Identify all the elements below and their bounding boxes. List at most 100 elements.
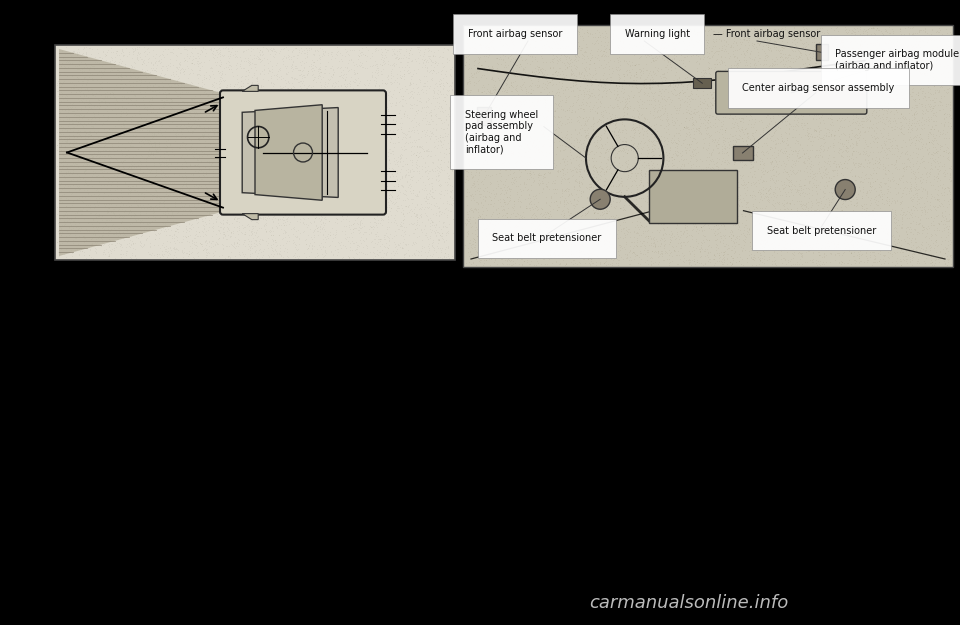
Point	[700, 197, 715, 207]
Point	[611, 58, 626, 68]
Point	[780, 116, 795, 126]
Point	[501, 52, 516, 62]
Point	[581, 206, 596, 216]
Point	[162, 48, 178, 58]
Point	[559, 129, 574, 139]
Point	[816, 28, 831, 38]
Point	[565, 249, 581, 259]
Point	[435, 52, 450, 62]
Point	[169, 191, 184, 201]
Point	[61, 169, 77, 179]
Point	[148, 147, 163, 157]
Point	[268, 59, 283, 69]
Point	[383, 101, 398, 111]
Point	[902, 196, 918, 206]
Point	[782, 68, 798, 78]
Point	[700, 38, 715, 48]
Point	[894, 59, 909, 69]
Point	[263, 154, 278, 164]
Point	[708, 201, 723, 211]
Point	[268, 128, 283, 138]
Point	[253, 80, 269, 90]
Point	[318, 103, 333, 113]
Point	[75, 64, 90, 74]
Point	[756, 162, 771, 172]
Point	[395, 195, 410, 205]
Point	[766, 127, 781, 137]
Point	[876, 254, 891, 264]
Point	[497, 58, 513, 68]
Point	[783, 53, 799, 63]
Point	[522, 246, 538, 256]
Point	[435, 124, 450, 134]
Point	[574, 31, 589, 41]
Point	[891, 98, 906, 108]
Point	[653, 110, 668, 120]
Point	[616, 132, 632, 142]
Point	[204, 104, 220, 114]
Point	[501, 214, 516, 224]
Point	[285, 204, 300, 214]
Point	[68, 88, 84, 98]
Point	[336, 173, 351, 182]
Point	[820, 38, 835, 48]
Point	[329, 218, 345, 228]
Point	[509, 124, 524, 134]
Point	[165, 181, 180, 191]
Point	[443, 187, 458, 197]
Point	[523, 166, 539, 176]
Point	[892, 244, 907, 254]
Point	[347, 223, 362, 233]
Point	[208, 217, 224, 227]
Point	[262, 228, 277, 238]
Point	[886, 176, 901, 186]
Point	[612, 46, 627, 56]
Point	[245, 86, 260, 96]
Point	[513, 134, 528, 144]
Point	[811, 37, 827, 47]
Point	[74, 108, 89, 118]
Point	[147, 137, 162, 147]
Point	[704, 63, 719, 73]
Point	[253, 96, 269, 106]
Point	[215, 244, 230, 254]
Point	[756, 184, 772, 194]
Point	[75, 98, 90, 107]
Point	[97, 116, 112, 126]
Point	[182, 106, 198, 116]
Point	[729, 126, 744, 136]
Point	[806, 88, 822, 98]
Point	[236, 161, 252, 171]
Point	[601, 241, 616, 251]
Point	[303, 44, 319, 54]
Point	[855, 177, 871, 187]
Point	[67, 97, 83, 107]
Point	[817, 226, 832, 236]
Point	[379, 194, 395, 204]
Point	[72, 139, 87, 149]
Point	[180, 225, 195, 235]
Point	[500, 34, 516, 44]
Point	[276, 132, 292, 142]
Point	[314, 140, 329, 150]
Point	[479, 224, 494, 234]
Point	[904, 78, 920, 88]
Point	[149, 85, 164, 95]
Point	[834, 162, 850, 172]
Point	[123, 86, 138, 96]
Point	[625, 115, 640, 125]
Point	[258, 139, 274, 149]
Point	[582, 260, 597, 270]
Point	[102, 251, 117, 261]
Point	[697, 174, 712, 184]
Point	[723, 234, 738, 244]
Point	[125, 68, 140, 78]
Point	[702, 188, 717, 198]
Point	[641, 82, 657, 92]
Point	[319, 203, 334, 213]
Point	[330, 248, 346, 258]
Point	[302, 224, 318, 234]
Point	[240, 161, 255, 171]
Point	[618, 158, 634, 168]
Point	[97, 247, 112, 257]
